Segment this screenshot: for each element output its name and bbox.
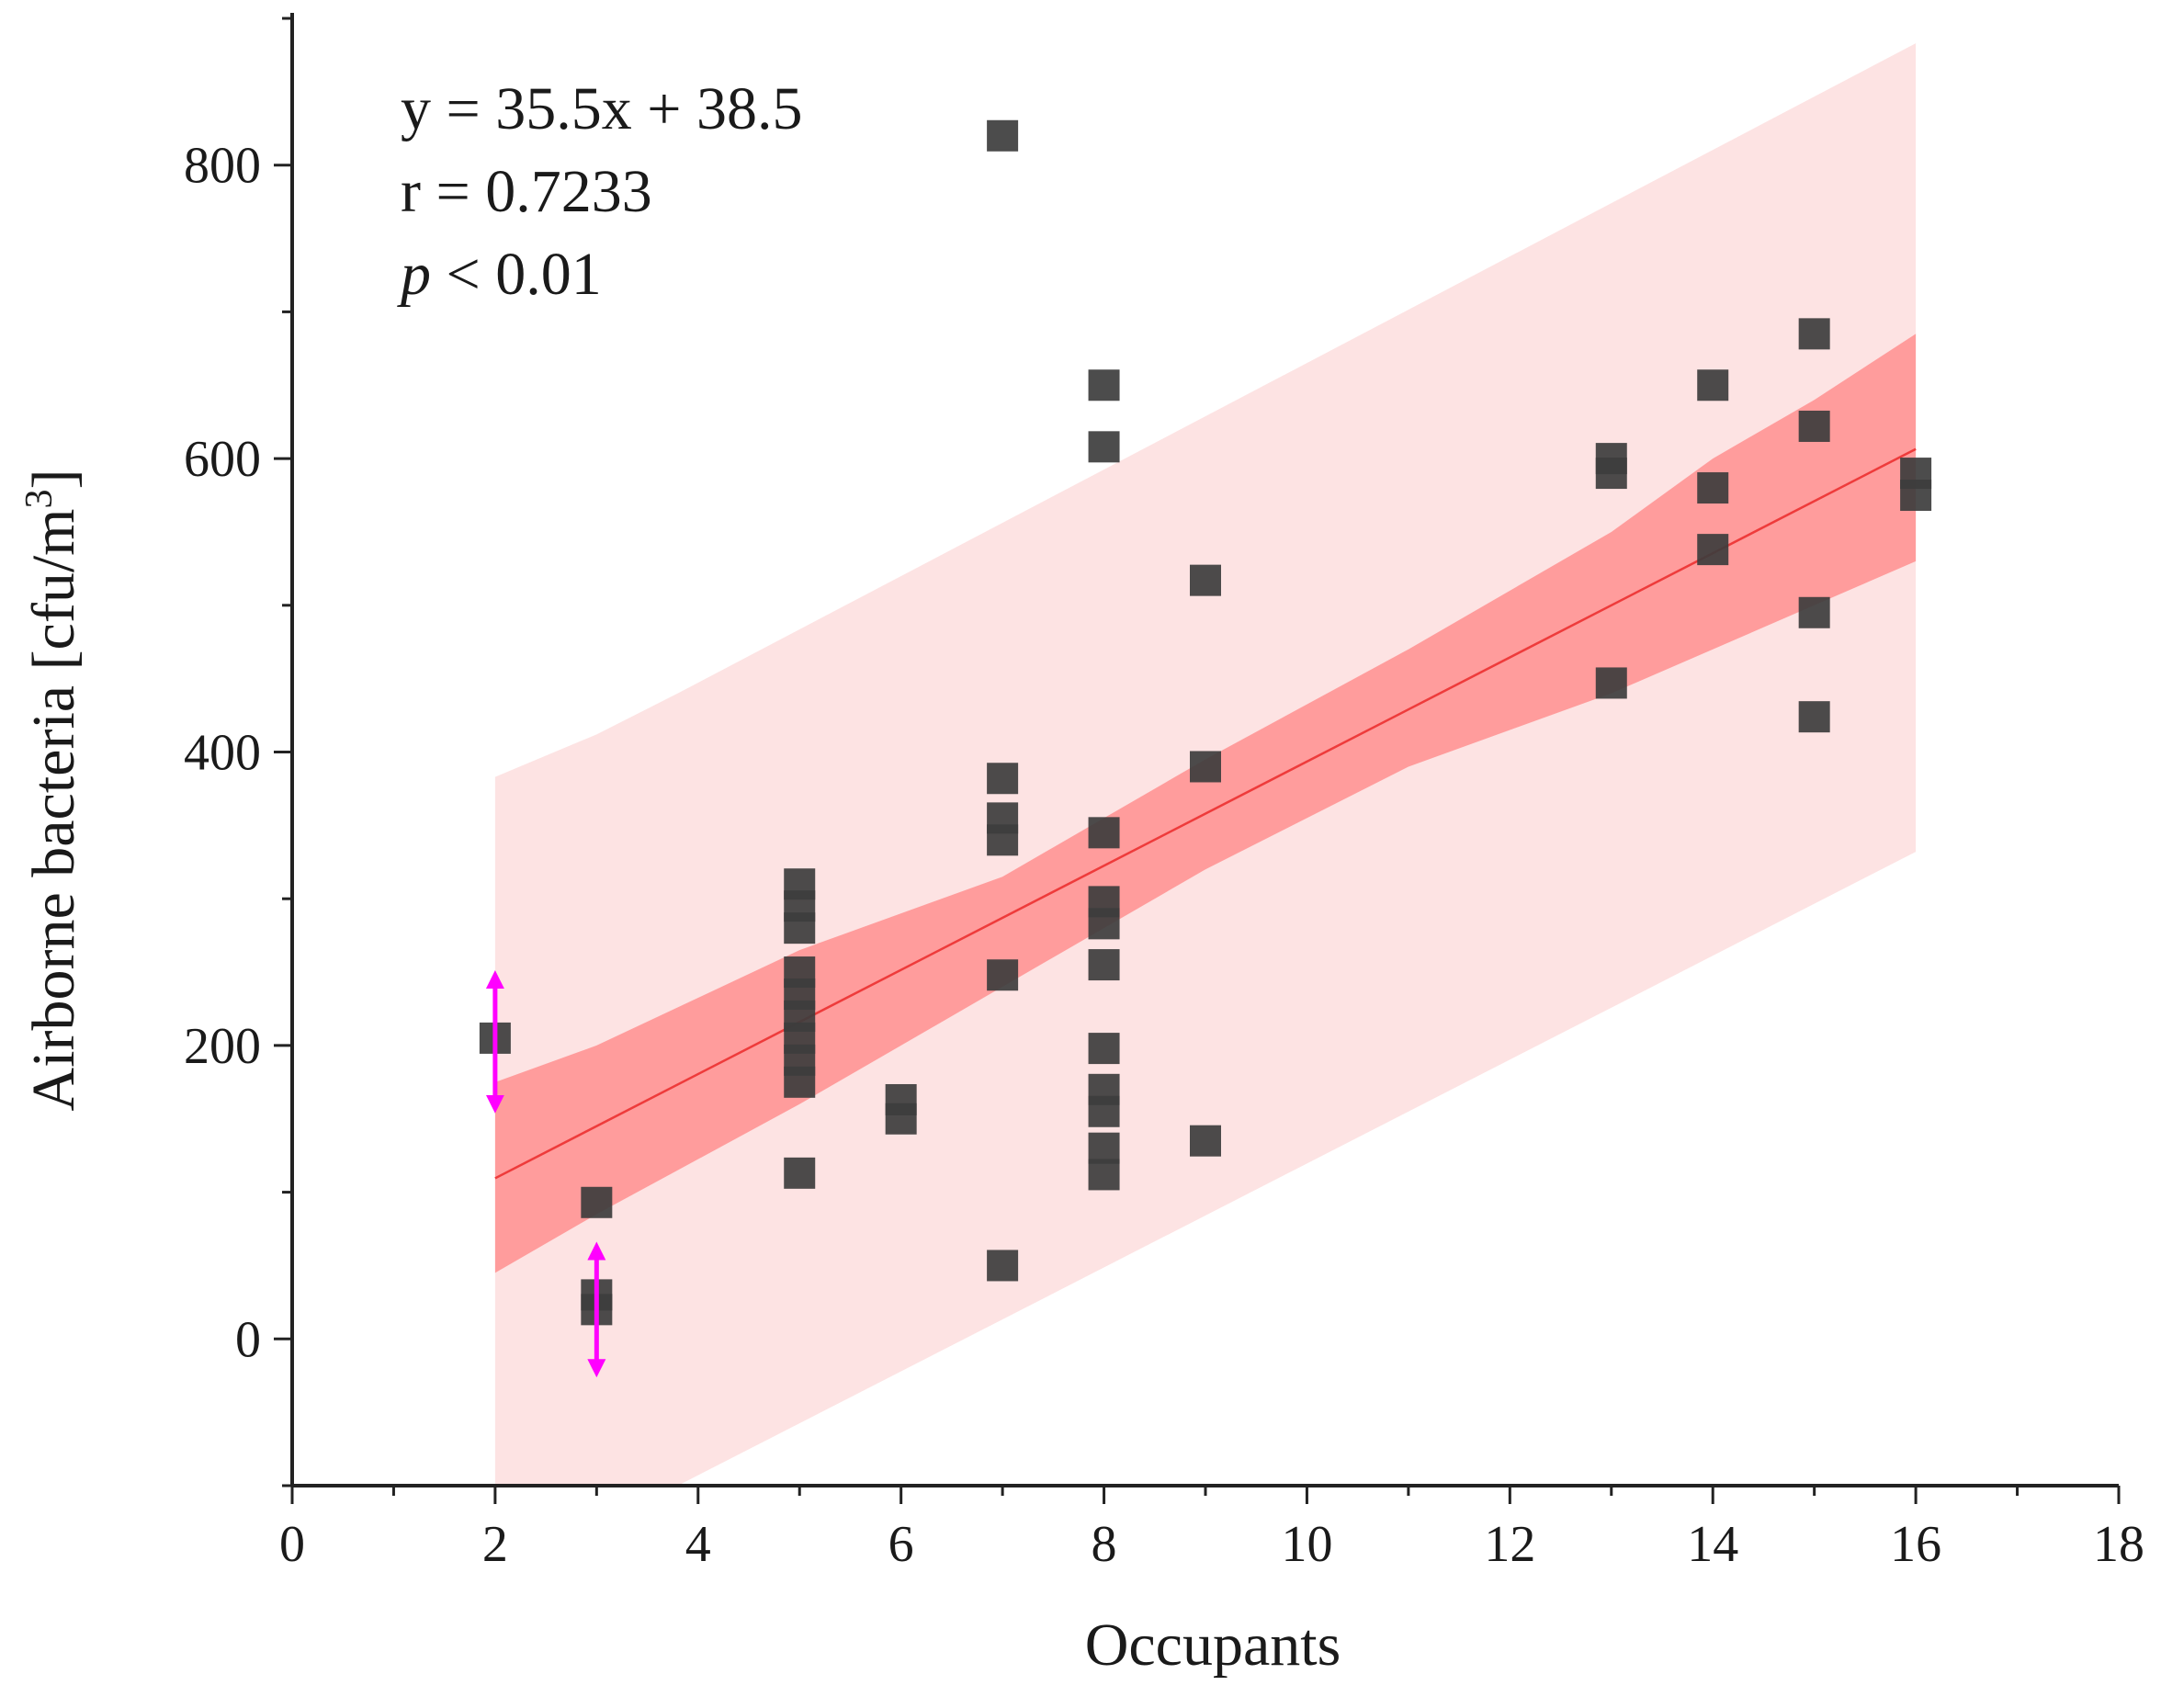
- data-point: [1088, 949, 1120, 981]
- data-point: [1595, 458, 1627, 490]
- data-point: [1088, 908, 1120, 940]
- data-point: [1900, 480, 1932, 512]
- y-tick-label: 200: [184, 1018, 261, 1075]
- data-point: [784, 912, 816, 944]
- data-point: [987, 119, 1019, 152]
- data-point: [1088, 817, 1120, 849]
- plot-area: [479, 43, 1932, 1486]
- data-points-layer: [479, 119, 1932, 1326]
- data-point: [1595, 667, 1627, 699]
- data-point: [1798, 410, 1830, 442]
- y-axis-title-main: Airborne bacteria [cfu/m: [20, 508, 87, 1111]
- x-tick-label: 8: [1092, 1516, 1117, 1573]
- x-tick-label: 6: [888, 1516, 914, 1573]
- data-point: [1798, 318, 1830, 350]
- x-tick-label: 10: [1281, 1516, 1332, 1573]
- x-tick-label: 2: [482, 1516, 508, 1573]
- data-point: [1088, 1095, 1120, 1127]
- fit-line-layer: [494, 447, 1917, 1180]
- data-point: [987, 824, 1019, 856]
- regression-line: [494, 447, 1917, 1180]
- y-axis-title-end: ]: [20, 469, 87, 490]
- data-point: [1088, 431, 1120, 463]
- y-tick-label: 0: [235, 1311, 261, 1368]
- y-tick-label: 400: [184, 725, 261, 782]
- data-point: [1088, 1159, 1120, 1191]
- data-point: [1190, 751, 1221, 783]
- p-value-text: < 0.01: [431, 241, 602, 308]
- y-axis-title-superscript: 3: [18, 489, 61, 508]
- p-value: p < 0.01: [397, 241, 602, 308]
- data-point: [987, 763, 1019, 795]
- y-axis-title: Airborne bacteria [cfu/m3]: [18, 469, 87, 1112]
- regression-equation: y = 35.5x + 38.5: [401, 75, 802, 142]
- x-tick-label: 4: [685, 1516, 711, 1573]
- x-axis-title: Occupants: [1085, 1612, 1341, 1679]
- p-value-symbol: p: [397, 241, 431, 308]
- uncertainty-arrows-layer: [485, 970, 606, 1378]
- data-point: [1088, 1033, 1120, 1065]
- data-point: [1798, 701, 1830, 733]
- data-point: [1697, 534, 1729, 566]
- data-point: [1697, 369, 1729, 402]
- data-point: [784, 1066, 816, 1098]
- x-tick-label: 14: [1687, 1516, 1738, 1573]
- data-point: [987, 1250, 1019, 1282]
- data-point: [581, 1186, 613, 1218]
- data-point: [1697, 472, 1729, 504]
- y-ticks-layer: 0 200 400 600 800: [184, 17, 292, 1487]
- data-point: [1798, 596, 1830, 628]
- y-tick-label: 800: [184, 138, 261, 195]
- confidence-band: [494, 334, 1917, 1273]
- x-tick-label: 0: [279, 1516, 305, 1573]
- data-point: [784, 1157, 816, 1189]
- data-point: [885, 1103, 917, 1135]
- data-point: [987, 959, 1019, 991]
- data-point: [1088, 1132, 1120, 1164]
- data-point: [1190, 564, 1221, 596]
- confidence-band-layer: [494, 334, 1917, 1273]
- x-tick-label: 18: [2093, 1516, 2144, 1573]
- x-ticks-layer: 0 2 4 6 8 10 12 14 16 18: [279, 1486, 2144, 1573]
- y-tick-label: 600: [184, 431, 261, 488]
- correlation-coefficient: r = 0.7233: [401, 158, 652, 225]
- x-tick-label: 12: [1484, 1516, 1535, 1573]
- x-tick-label: 16: [1890, 1516, 1941, 1573]
- data-point: [1190, 1125, 1221, 1157]
- regression-annotation: y = 35.5x + 38.5 r = 0.7233 p < 0.01: [397, 75, 802, 308]
- data-point: [1088, 369, 1120, 402]
